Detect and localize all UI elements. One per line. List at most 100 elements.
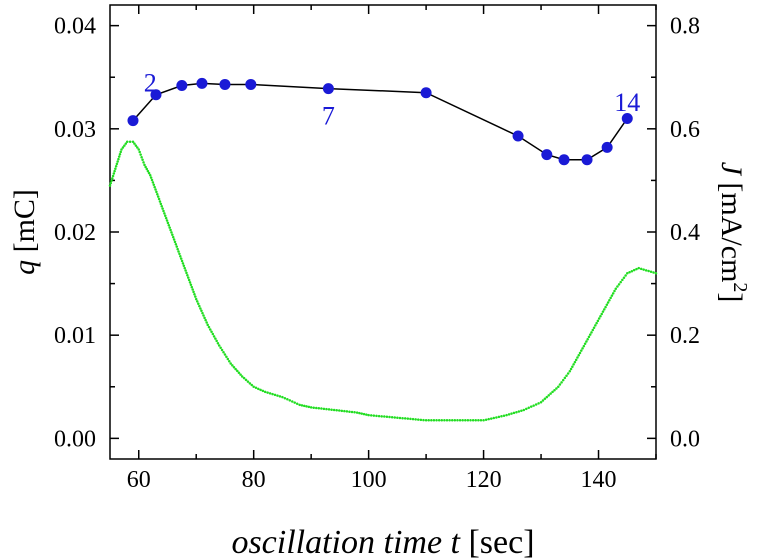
current-density-point bbox=[162, 209, 165, 213]
current-density-point bbox=[617, 283, 621, 286]
current-density-point bbox=[469, 419, 472, 422]
current-density-point bbox=[161, 207, 164, 210]
current-density-point bbox=[377, 414, 381, 418]
current-density-point bbox=[502, 414, 506, 417]
current-density-point bbox=[186, 274, 189, 277]
current-density-point bbox=[587, 335, 591, 339]
current-density-point bbox=[108, 184, 112, 187]
current-density-point bbox=[114, 167, 117, 170]
current-density-point bbox=[558, 383, 562, 386]
current-density-point bbox=[430, 419, 433, 422]
current-density-point bbox=[257, 387, 260, 391]
current-density-point bbox=[309, 406, 313, 409]
current-density-point bbox=[585, 340, 588, 343]
current-density-point bbox=[479, 419, 483, 422]
current-density-point bbox=[210, 330, 213, 333]
current-density-point bbox=[117, 157, 120, 161]
current-density-point bbox=[601, 310, 605, 313]
current-density-point bbox=[471, 419, 475, 422]
current-density-point bbox=[263, 390, 267, 394]
current-density-point bbox=[217, 344, 221, 347]
current-density-point bbox=[510, 412, 513, 415]
current-density-point bbox=[414, 418, 417, 421]
current-density-point bbox=[184, 269, 187, 272]
current-density-point bbox=[159, 202, 163, 206]
current-density-point bbox=[291, 400, 294, 403]
current-density-point bbox=[565, 374, 568, 377]
current-density-point bbox=[169, 228, 172, 232]
current-density-point bbox=[167, 224, 171, 227]
current-density-point bbox=[495, 416, 498, 419]
current-density-point bbox=[637, 266, 641, 270]
current-density-point bbox=[125, 140, 129, 143]
current-density-point bbox=[193, 293, 196, 296]
x-tick-label: 140 bbox=[581, 467, 617, 493]
current-density-point bbox=[458, 419, 462, 422]
current-density-point bbox=[613, 289, 616, 293]
current-density-point bbox=[456, 419, 459, 422]
current-density-point bbox=[178, 252, 181, 256]
current-density-point bbox=[474, 419, 477, 422]
current-density-point bbox=[261, 389, 265, 393]
current-density-point bbox=[590, 331, 593, 334]
current-density-point bbox=[440, 419, 444, 422]
current-density-point bbox=[644, 269, 648, 272]
current-density-point bbox=[164, 214, 167, 217]
current-density-point bbox=[187, 276, 190, 279]
y-tick-label-right: 0.4 bbox=[670, 220, 700, 246]
current-density-point bbox=[569, 367, 573, 371]
current-density-point bbox=[574, 358, 578, 362]
current-density-point bbox=[635, 267, 638, 271]
current-density-point bbox=[207, 325, 211, 329]
current-density-point bbox=[561, 378, 565, 382]
current-density-point bbox=[154, 188, 157, 191]
current-density-point bbox=[390, 416, 394, 419]
current-density-point bbox=[250, 383, 254, 387]
current-density-point bbox=[353, 411, 356, 414]
current-density-point bbox=[532, 404, 535, 407]
current-density-point bbox=[654, 272, 658, 275]
current-density-point bbox=[155, 190, 158, 194]
current-density-point bbox=[248, 382, 252, 385]
current-density-point bbox=[281, 395, 284, 399]
current-density-point bbox=[196, 300, 199, 303]
current-density-point bbox=[597, 317, 601, 320]
current-density-point bbox=[515, 410, 518, 414]
current-density-point bbox=[200, 309, 203, 313]
current-density-point bbox=[596, 319, 600, 323]
current-density-point bbox=[254, 386, 258, 390]
current-density-point bbox=[484, 418, 488, 421]
charge-point bbox=[512, 130, 524, 142]
current-density-point bbox=[360, 412, 363, 415]
current-density-point bbox=[150, 178, 154, 182]
current-density-point bbox=[576, 356, 579, 359]
current-density-point bbox=[403, 417, 407, 420]
current-density-point bbox=[325, 407, 328, 411]
current-density-point bbox=[188, 281, 192, 284]
current-density-point bbox=[177, 250, 180, 253]
current-density-point bbox=[367, 413, 370, 417]
current-density-point bbox=[139, 153, 142, 156]
charge-point bbox=[245, 78, 257, 90]
current-density-point bbox=[237, 371, 241, 375]
current-density-point bbox=[619, 280, 622, 284]
current-density-point bbox=[303, 404, 306, 408]
current-density-point bbox=[517, 410, 521, 413]
current-density-point bbox=[610, 294, 614, 297]
current-density-point bbox=[144, 165, 147, 169]
current-density-point bbox=[194, 295, 197, 298]
current-density-point bbox=[116, 160, 119, 163]
charge-point bbox=[581, 154, 593, 166]
current-density-point bbox=[639, 267, 643, 271]
current-density-point bbox=[228, 360, 231, 363]
current-density-point bbox=[609, 296, 612, 300]
current-density-point bbox=[445, 419, 449, 422]
charge-point bbox=[322, 83, 334, 95]
current-density-point bbox=[622, 276, 626, 279]
current-density-point bbox=[603, 308, 606, 311]
current-density-point bbox=[164, 216, 168, 220]
current-density-point bbox=[573, 360, 577, 364]
current-density-point bbox=[432, 419, 436, 422]
current-density-point bbox=[534, 403, 538, 406]
current-density-point bbox=[173, 240, 177, 244]
